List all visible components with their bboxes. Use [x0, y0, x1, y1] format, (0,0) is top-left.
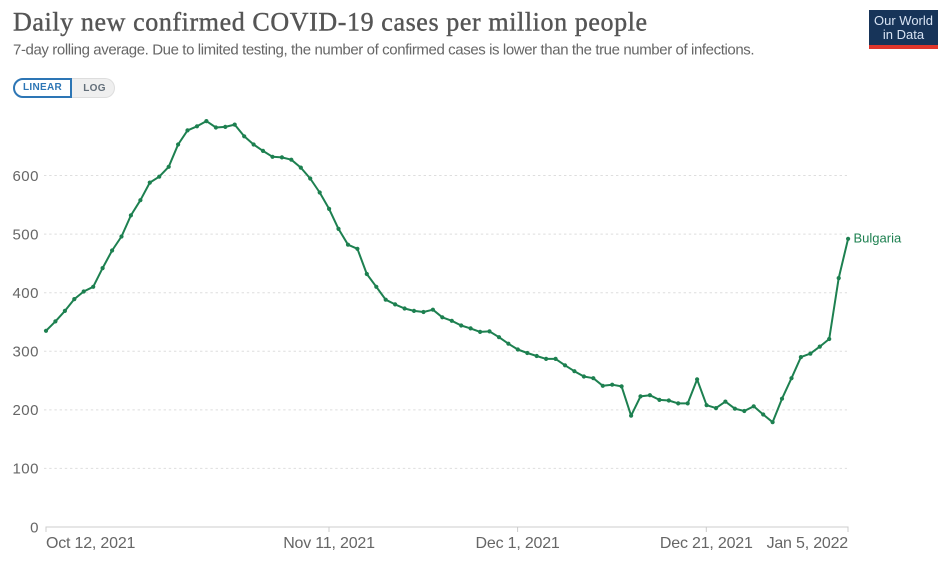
svg-text:7-day rolling average. Due to: 7-day rolling average. Due to limited te…	[13, 41, 754, 58]
svg-text:300: 300	[12, 344, 39, 361]
svg-text:0: 0	[30, 519, 39, 536]
svg-text:500: 500	[12, 226, 39, 243]
svg-text:200: 200	[12, 402, 39, 419]
svg-text:600: 600	[12, 168, 39, 185]
svg-text:100: 100	[12, 461, 39, 478]
svg-text:400: 400	[12, 285, 39, 302]
svg-text:Bulgaria: Bulgaria	[854, 231, 902, 246]
svg-text:Jan 5, 2022: Jan 5, 2022	[767, 535, 849, 552]
svg-text:Dec 21, 2021: Dec 21, 2021	[660, 535, 753, 552]
svg-text:Dec 1, 2021: Dec 1, 2021	[476, 535, 560, 552]
svg-text:Daily new confirmed COVID-19 c: Daily new confirmed COVID-19 cases per m…	[13, 8, 648, 37]
svg-text:Oct 12, 2021: Oct 12, 2021	[46, 535, 136, 552]
svg-text:Nov 11, 2021: Nov 11, 2021	[283, 535, 375, 552]
